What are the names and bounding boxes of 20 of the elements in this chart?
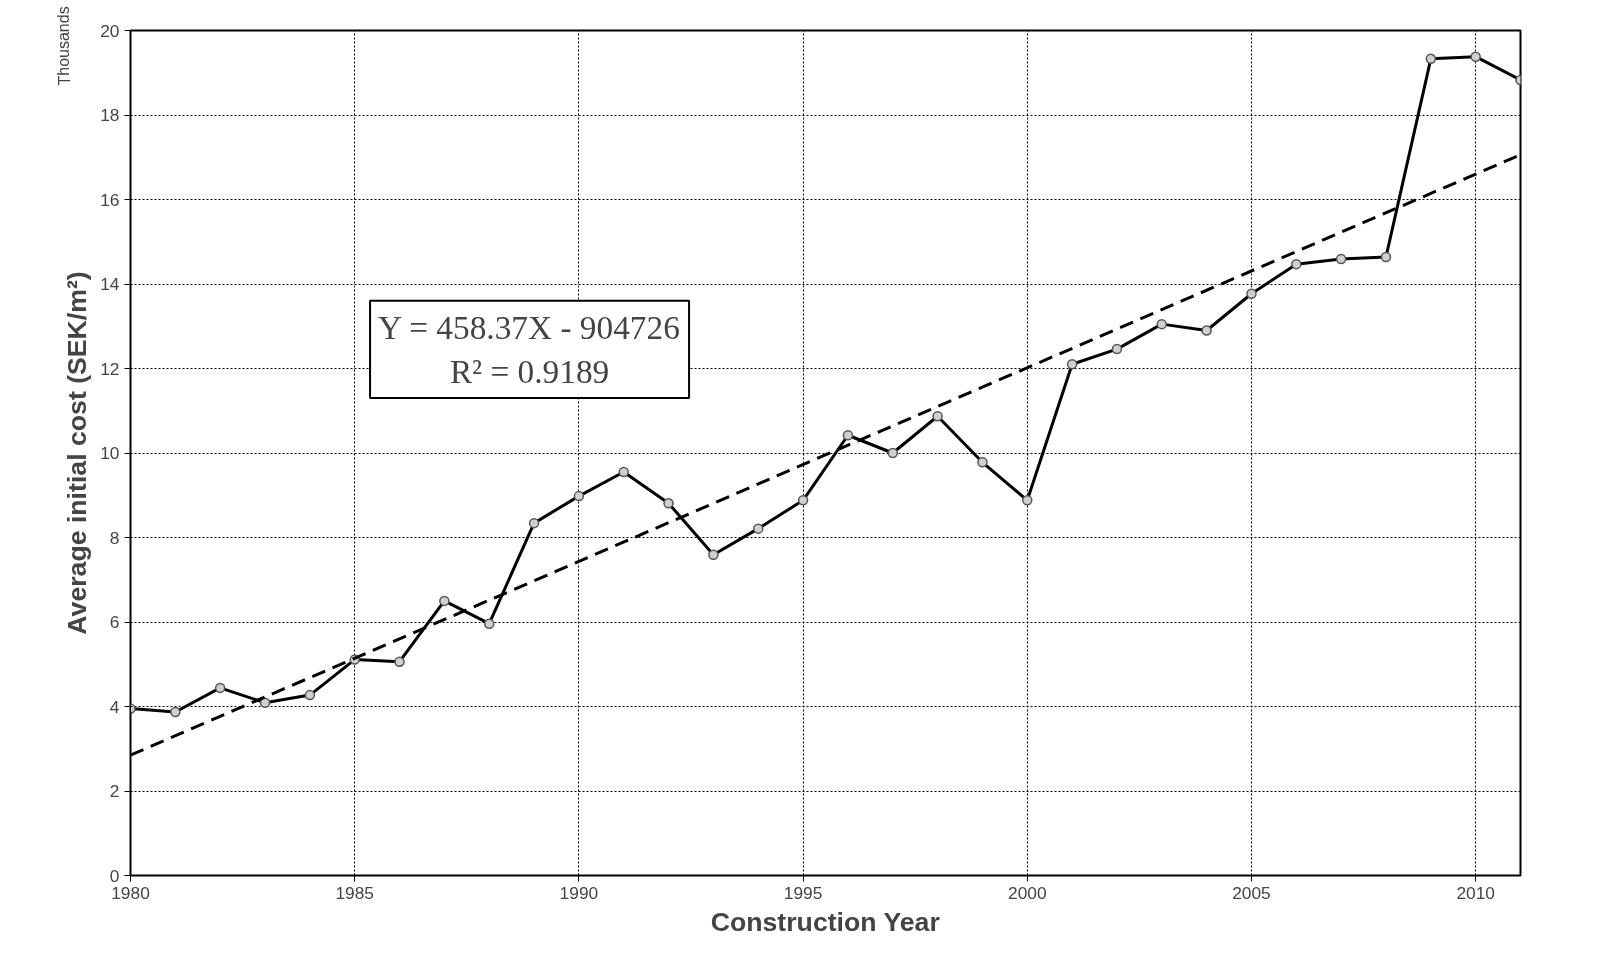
y-tick-label: 6 [109,612,120,632]
y-tick-label: 10 [100,443,120,463]
y-tick-label: 14 [100,274,120,294]
text: Thousands [55,6,73,86]
x-tick-label: 1995 [783,882,823,903]
annotation: Y = 458.37X - 904726 R² = 0.9189 [378,308,680,391]
x-axis-title: Construction Year [710,906,940,937]
y-tick-label: 18 [100,105,120,125]
y-tick-label: 20 [100,20,120,41]
x-tick-label: 2010 [1456,882,1495,903]
y-tick-label: 16 [100,189,120,210]
x-tick-label: 1990 [559,882,599,903]
x-tick-label: 2000 [1008,882,1047,903]
y-axis-title: Average initial cost (SEK/m²) [62,271,93,635]
y-tick-label: 12 [100,358,120,379]
y-tick-label: 4 [109,696,120,717]
x-tick-label: 1985 [335,882,374,903]
y-tick-label: 8 [109,527,120,548]
y-tick-label: 2 [109,781,120,801]
x-tick-label: 2005 [1232,882,1271,903]
